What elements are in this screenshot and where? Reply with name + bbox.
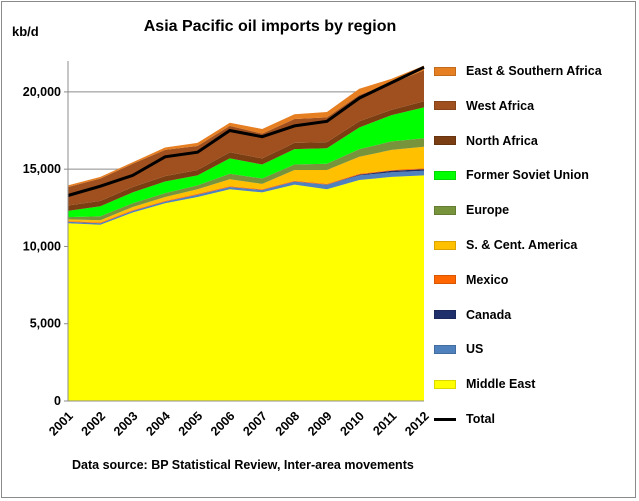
source-note: Data source: BP Statistical Review, Inte… (72, 458, 414, 472)
legend-item: Mexico (434, 271, 634, 289)
y-tick-label: 10,000 (23, 239, 61, 253)
x-tick-label: 2008 (273, 409, 303, 439)
legend-item: East & Southern Africa (434, 62, 634, 80)
legend-label: US (466, 342, 484, 357)
x-tick-label: 2001 (46, 409, 76, 439)
legend-swatch (434, 310, 456, 320)
legend-label: Middle East (466, 377, 536, 392)
y-axis-unit-label: kb/d (12, 24, 39, 39)
x-tick-label: 2004 (143, 409, 173, 439)
legend-label: Europe (466, 203, 510, 218)
y-tick-label: 5,000 (30, 317, 61, 331)
legend-label: Former Soviet Union (466, 168, 589, 183)
legend-swatch (434, 275, 456, 285)
area-middle-east (68, 175, 424, 401)
legend-label: East & Southern Africa (466, 64, 602, 78)
area-europe (68, 138, 424, 221)
legend-label: North Africa (466, 133, 538, 148)
legend-swatch (434, 344, 456, 354)
y-tick-label: 15,000 (23, 162, 61, 176)
chart-title: Asia Pacific oil imports by region (143, 18, 397, 35)
legend-label: S. & Cent. America (466, 238, 578, 252)
legend-label: Total (466, 412, 495, 426)
legend-label: Canada (466, 307, 512, 322)
legend-item: Europe (434, 201, 634, 219)
legend-item: Middle East (434, 375, 634, 393)
area-north-africa (68, 101, 424, 211)
legend-label: West Africa (466, 98, 535, 113)
y-tick-label: 0 (54, 394, 61, 408)
legend-swatch (434, 205, 456, 215)
legend-line (434, 417, 456, 421)
x-tick-label: 2003 (111, 409, 141, 439)
y-tick-label: 20,000 (23, 85, 61, 99)
legend-swatch (434, 136, 456, 146)
x-tick-label: 2005 (176, 409, 206, 439)
legend-item-total: Total (434, 410, 634, 428)
legend-label: Mexico (466, 272, 509, 287)
legend-item: West Africa (434, 97, 634, 115)
legend-swatch (434, 66, 456, 76)
x-tick-label: 2012 (402, 409, 432, 439)
x-tick-label: 2011 (370, 409, 399, 438)
area-us (68, 170, 424, 225)
legend-swatch (434, 379, 456, 389)
x-tick-label: 2010 (337, 409, 367, 439)
x-tick-label: 2007 (240, 409, 270, 439)
legend-item: Canada (434, 306, 634, 324)
area-east-southern-africa (68, 65, 424, 187)
x-tick-label: 2006 (208, 409, 238, 439)
legend-swatch (434, 170, 456, 180)
x-tick-label: 2002 (79, 409, 109, 439)
legend-item: US (434, 340, 634, 358)
total-line (67, 65, 425, 197)
legend-item: North Africa (434, 132, 634, 150)
legend-swatch (434, 101, 456, 111)
legend-item: Former Soviet Union (434, 166, 634, 184)
x-tick-label: 2009 (305, 409, 335, 439)
area-former-soviet-union (68, 107, 424, 218)
legend-item: S. & Cent. America (434, 236, 634, 254)
area-s-cent-america (68, 146, 424, 223)
legend-swatch (434, 240, 456, 250)
area-west-africa (68, 70, 424, 206)
